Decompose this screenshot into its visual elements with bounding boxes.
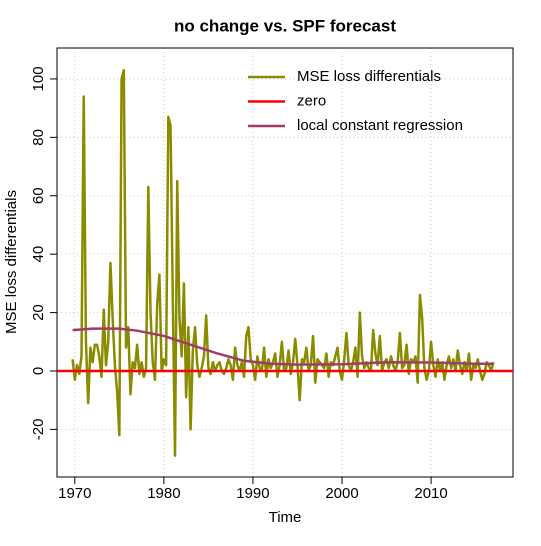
y-tick-label: 20 [30,304,47,321]
y-tick-label: 0 [30,367,47,375]
legend-label: MSE loss differentials [297,68,441,85]
series-line [72,327,494,366]
legend-label: local constant regression [297,117,463,134]
chart-title: no change vs. SPF forecast [174,16,396,35]
series-line [71,68,495,457]
plot-area [57,68,513,457]
plot-frame [56,47,514,478]
x-tick-label: 2000 [325,485,358,502]
y-tick-label: 40 [30,246,47,263]
legend-label: zero [297,92,326,109]
y-tick-label: 80 [30,129,47,146]
x-tick-label: 1990 [236,485,269,502]
y-tick-label: 60 [30,187,47,204]
x-axis-label: Time [269,509,302,526]
x-tick-label: 2010 [414,485,447,502]
x-tick-label: 1970 [58,485,91,502]
x-tick-label: 1980 [147,485,180,502]
y-tick-label: -20 [30,419,47,441]
y-axis-label: MSE loss differentials [3,190,20,334]
y-tick-label: 100 [30,66,47,91]
